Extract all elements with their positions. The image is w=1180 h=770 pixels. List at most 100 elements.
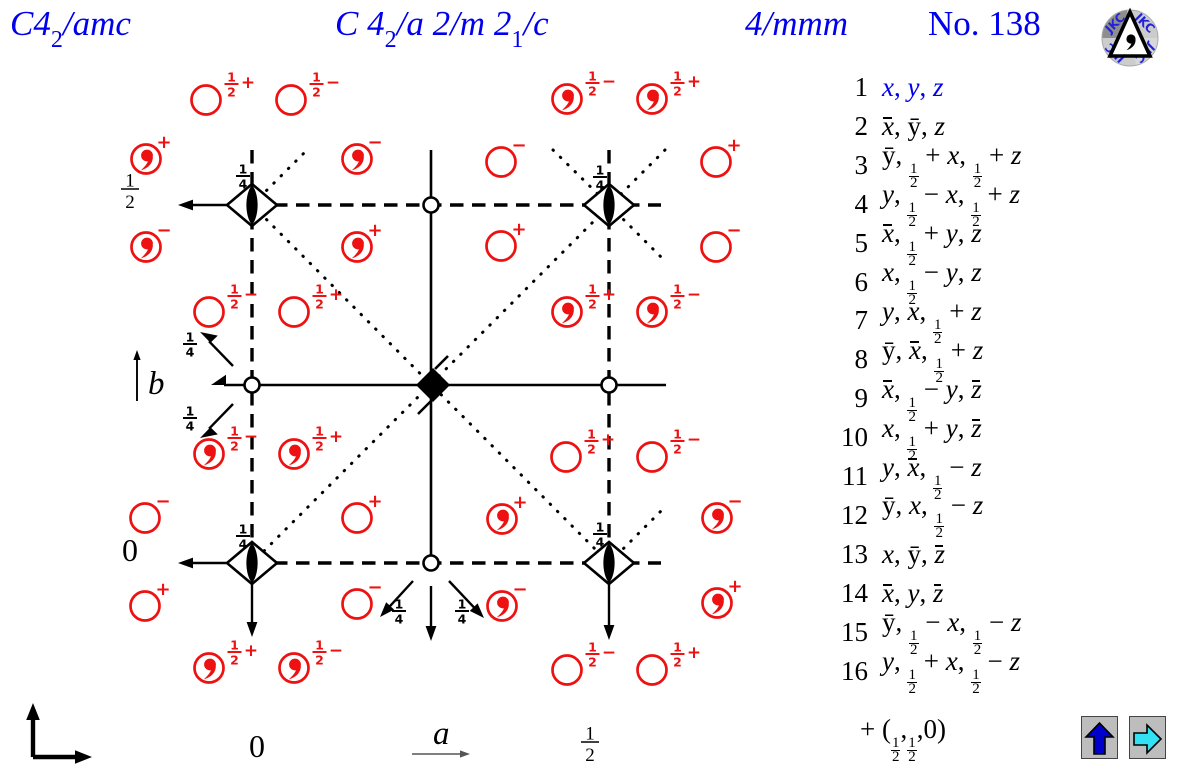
svg-text:4: 4 <box>186 345 195 360</box>
svg-text:1: 1 <box>312 70 321 85</box>
diagonal-glide-line <box>250 203 611 565</box>
svg-text:1: 1 <box>230 638 239 653</box>
svg-text:1: 1 <box>186 330 195 345</box>
position-number: 10 <box>841 422 868 453</box>
atom-mirrored: + <box>551 285 616 328</box>
atom-mirrored: + <box>193 641 258 684</box>
quarter-height-label: 14 <box>236 162 250 192</box>
right-arrow-icon <box>1133 722 1163 755</box>
bottom-axis-half-label: 12 <box>581 724 599 766</box>
svg-text:2: 2 <box>315 653 324 668</box>
jkc-logo: JKCJKCJKCJKC <box>1101 7 1159 67</box>
height-sign: − <box>726 220 741 241</box>
svg-text:4: 4 <box>596 178 605 193</box>
atom: + <box>341 491 383 534</box>
nav-up-button[interactable] <box>1081 716 1118 759</box>
inversion-point-symbol <box>422 196 440 214</box>
height-sign: + <box>687 72 701 92</box>
height-sign: − <box>602 643 616 663</box>
svg-text:2: 2 <box>315 439 324 454</box>
quarter-height-label: 14 <box>593 520 607 550</box>
a-axis-label: a <box>433 716 450 752</box>
position-number: 6 <box>854 266 869 297</box>
svg-text:1: 1 <box>596 163 605 178</box>
atom: + <box>278 285 343 328</box>
svg-text:4: 4 <box>596 535 605 550</box>
height-sign: − <box>367 577 382 598</box>
svg-text:1: 1 <box>227 70 236 85</box>
height-label: 12 <box>227 282 242 312</box>
twofold-axis-arrow <box>425 586 437 641</box>
position-row: 2 x, ȳ, z <box>822 107 1178 146</box>
point-group-symbol: 4/mmm <box>745 4 849 43</box>
svg-text:1: 1 <box>230 282 239 297</box>
height-sign: + <box>687 643 701 663</box>
svg-text:2: 2 <box>673 84 682 99</box>
height-label: 12 <box>227 424 242 454</box>
svg-text:1: 1 <box>588 69 597 84</box>
atom-mirrored: − <box>130 220 172 263</box>
svg-text:1: 1 <box>315 282 324 297</box>
svg-text:1: 1 <box>588 282 597 297</box>
height-label: 12 <box>309 70 324 100</box>
svg-text:2: 2 <box>673 655 682 670</box>
svg-text:2: 2 <box>588 297 597 312</box>
fourfold-axis-symbol <box>416 355 450 415</box>
height-sign: − <box>155 491 170 512</box>
height-sign: + <box>602 285 616 305</box>
full-hermann-mauguin-symbol: C 42/a 2/m 21/c <box>335 4 549 53</box>
diagonal-glide-line <box>607 203 665 261</box>
position-number: 3 <box>854 149 869 180</box>
atom: − <box>551 643 616 686</box>
axis-arrow <box>33 750 92 764</box>
svg-text:1: 1 <box>458 597 467 612</box>
atom: + <box>485 219 527 262</box>
height-sign: − <box>512 579 527 600</box>
quarter-height-label: 14 <box>183 330 197 360</box>
svg-text:4: 4 <box>239 177 248 192</box>
position-number: 12 <box>841 499 868 530</box>
height-label: 12 <box>312 282 327 312</box>
quarter-height-label: 14 <box>183 404 197 434</box>
inversion-point-symbol <box>600 376 618 394</box>
nav-next-button[interactable] <box>1129 716 1166 759</box>
left-axis-zero-label: 0 <box>122 532 138 568</box>
four-bar-axis-symbol <box>224 182 280 228</box>
diagonal-glide-line <box>607 507 665 565</box>
atom: − <box>129 491 171 534</box>
quarter-height-label: 14 <box>593 163 607 193</box>
height-sign: − <box>511 135 526 156</box>
height-sign: − <box>244 285 258 305</box>
height-sign: − <box>687 285 701 305</box>
atom-mirrored: − <box>341 132 383 175</box>
atom-mirrored: − <box>193 427 258 470</box>
position-number: 13 <box>841 538 868 569</box>
left-axis-half-label: 12 <box>121 171 139 213</box>
axis-arrow <box>133 350 141 401</box>
quarter-height-label: 14 <box>455 597 469 627</box>
atom-mirrored: − <box>278 641 343 684</box>
svg-text:2: 2 <box>588 655 597 670</box>
position-number: 4 <box>854 188 869 219</box>
position-number: 14 <box>841 577 868 608</box>
atom: − <box>700 220 742 263</box>
atom-mirrored: + <box>636 72 701 115</box>
atom: − <box>275 73 340 116</box>
four-bar-axis-symbol <box>581 540 637 586</box>
svg-text:1: 1 <box>239 162 248 177</box>
position-number: 8 <box>854 344 869 375</box>
svg-text:2: 2 <box>230 297 239 312</box>
svg-text:2: 2 <box>230 439 239 454</box>
atom-mirrored: − <box>551 72 616 115</box>
height-sign: + <box>244 641 258 661</box>
centering-translation: + (1 2, 1 2,0) <box>860 714 946 765</box>
height-sign: + <box>329 285 343 305</box>
atom-mirrored: + <box>341 220 383 263</box>
height-sign: − <box>329 641 343 661</box>
svg-text:2: 2 <box>588 84 597 99</box>
b-axis-label: b <box>148 366 165 402</box>
quarter-height-label: 14 <box>392 597 406 627</box>
